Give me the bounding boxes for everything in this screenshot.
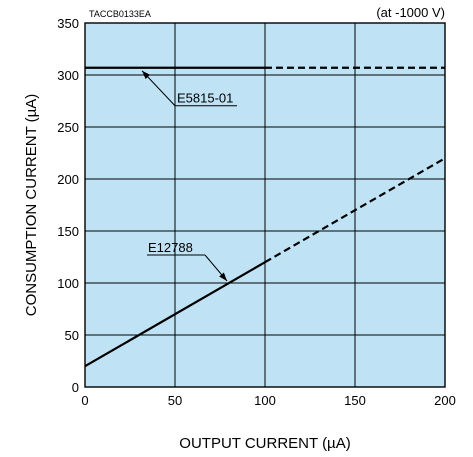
x-tick-label: 100 (254, 393, 276, 408)
y-tick-label: 150 (57, 224, 79, 239)
x-tick-label: 0 (81, 393, 88, 408)
annotation-arrow-e5815-01 (142, 70, 151, 79)
y-tick-label: 300 (57, 68, 79, 83)
x-tick-label: 200 (434, 393, 456, 408)
x-tick-label: 150 (344, 393, 366, 408)
annotation-arrow-e12788 (219, 272, 227, 281)
y-axis-label: CONSUMPTION CURRENT (µA) (23, 94, 40, 317)
series-e12788-solid (84, 261, 266, 368)
annotations: E5815-01 E12788 (141, 70, 237, 282)
x-axis-label: OUTPUT CURRENT (µA) (179, 435, 350, 452)
x-tick-label: 50 (168, 393, 182, 408)
annotation-e5815-01: E5815-01 (177, 91, 233, 106)
y-tick-label: 350 (57, 16, 79, 31)
series-layer (84, 66, 446, 368)
y-tick-label: 200 (57, 172, 79, 187)
y-tick-label: 50 (65, 328, 79, 343)
y-tick-label: 100 (57, 276, 79, 291)
series-e12788-dashed (264, 157, 446, 264)
ticks: 0 50 100 150 200 0 50 100 150 200 250 300 350 (57, 16, 456, 408)
y-tick-label: 0 (72, 380, 79, 395)
chart-code: TACCB0133EA (89, 9, 151, 19)
chart-condition: (at -1000 V) (376, 5, 445, 20)
plot-frame (84, 22, 446, 388)
annotation-e12788: E12788 (148, 240, 193, 255)
y-tick-label: 250 (57, 120, 79, 135)
